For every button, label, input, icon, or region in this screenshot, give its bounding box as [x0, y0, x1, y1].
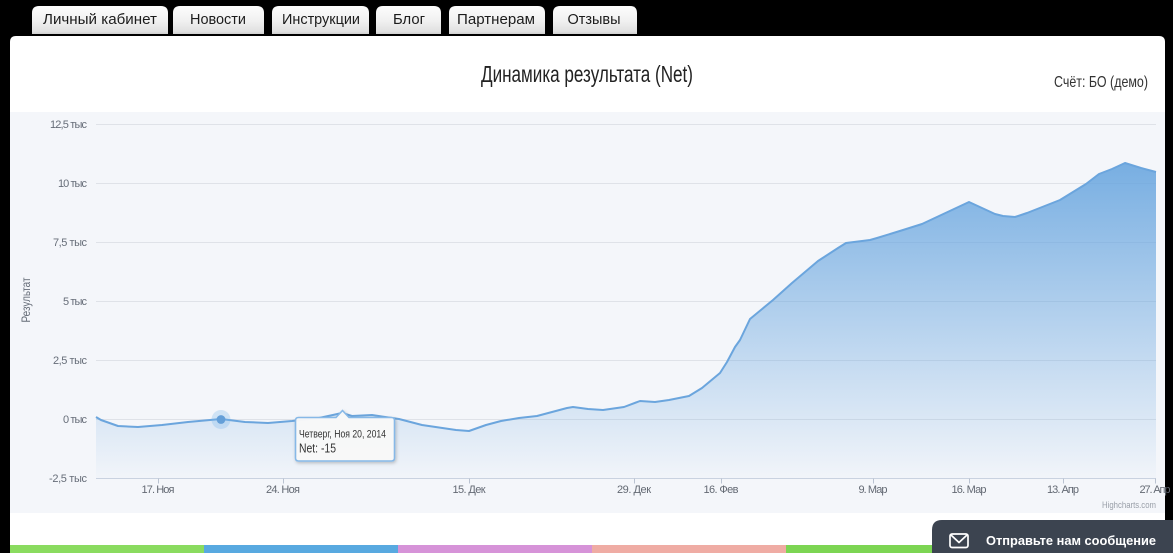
svg-text:Партнерам: Партнерам: [457, 11, 535, 28]
svg-text:Четверг, Ноя 20, 2014: Четверг, Ноя 20, 2014: [299, 429, 386, 441]
svg-text:17. Ноя: 17. Ноя: [142, 484, 175, 496]
svg-text:5 тыс: 5 тыс: [63, 296, 88, 308]
svg-text:0 тыс: 0 тыс: [63, 414, 88, 426]
svg-text:Отправьте нам сообщение: Отправьте нам сообщение: [986, 533, 1156, 548]
svg-text:16. Мар: 16. Мар: [952, 484, 987, 496]
svg-text:10 тыс: 10 тыс: [58, 178, 88, 190]
svg-text:27. Апр: 27. Апр: [1140, 484, 1171, 496]
svg-text:-2,5 тыс: -2,5 тыс: [49, 473, 88, 485]
svg-text:Highcharts.com: Highcharts.com: [1102, 500, 1156, 510]
svg-text:Отзывы: Отзывы: [568, 11, 621, 28]
svg-text:Новости: Новости: [190, 11, 246, 28]
svg-text:9. Мар: 9. Мар: [859, 484, 888, 496]
svg-text:7,5 тыс: 7,5 тыс: [53, 237, 88, 249]
svg-text:2,5 тыс: 2,5 тыс: [53, 355, 88, 367]
svg-text:12,5 тыс: 12,5 тыс: [50, 119, 88, 131]
svg-text:Инструкции: Инструкции: [282, 11, 360, 28]
svg-text:15. Дек: 15. Дек: [453, 484, 486, 496]
svg-text:Счёт: БО (демо): Счёт: БО (демо): [1054, 74, 1148, 91]
svg-text:Блог: Блог: [393, 11, 426, 28]
svg-text:Net: -15: Net: -15: [299, 441, 336, 456]
svg-text:Динамика результата (Net): Динамика результата (Net): [481, 61, 693, 87]
svg-text:13. Апр: 13. Апр: [1047, 484, 1079, 496]
svg-text:Результат: Результат: [19, 277, 33, 322]
svg-text:16. Фев: 16. Фев: [704, 484, 739, 496]
svg-text:Личный кабинет: Личный кабинет: [43, 11, 157, 28]
svg-text:24. Ноя: 24. Ноя: [266, 484, 300, 496]
svg-text:29. Дек: 29. Дек: [617, 484, 651, 496]
